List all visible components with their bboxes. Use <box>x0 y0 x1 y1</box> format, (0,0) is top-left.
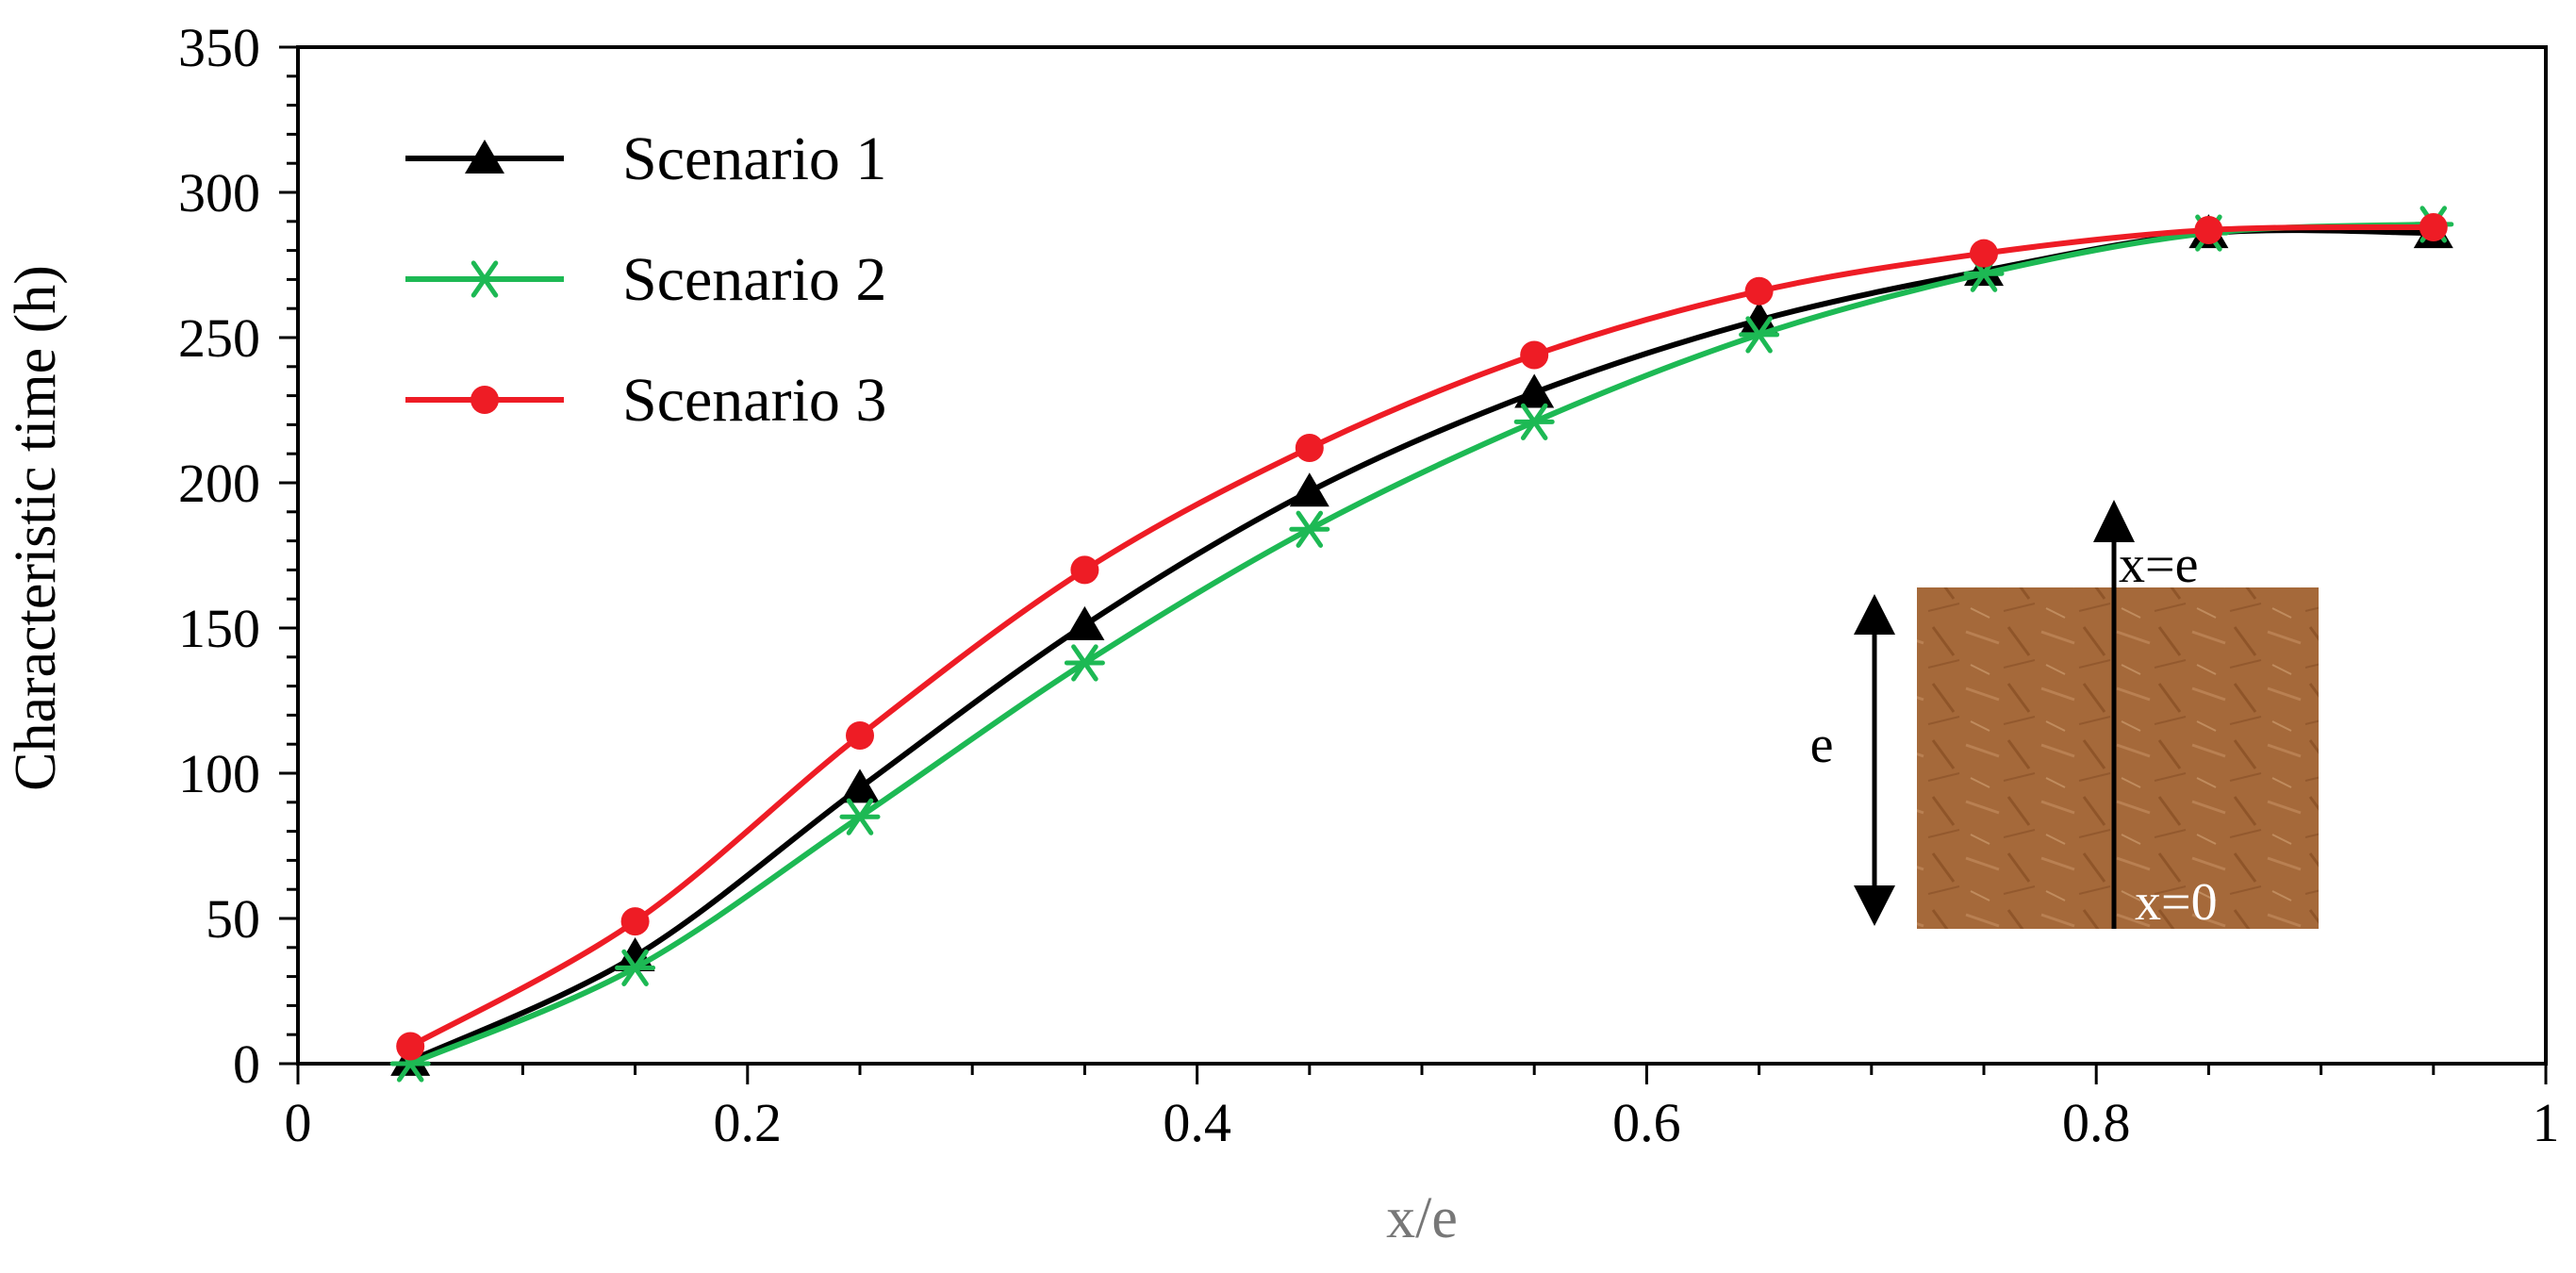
series-2-point <box>1064 644 1105 682</box>
series-1-point <box>1739 301 1779 336</box>
series-3 <box>396 212 2448 1061</box>
inset-label-side: e <box>1810 716 1834 774</box>
series-1-point <box>1289 472 1329 507</box>
series-2-point <box>1739 316 1780 354</box>
x-tick-label: 0.4 <box>1163 1092 1231 1153</box>
series-1-point <box>1514 373 1555 408</box>
legend-entry-3: Scenario 3 <box>405 366 886 435</box>
thickness-axis-arrowhead <box>2093 500 2135 542</box>
x-tick-label: 1 <box>2533 1092 2560 1153</box>
x-tick-label: 0.2 <box>714 1092 783 1153</box>
inset-label-bottom: x=0 <box>2135 873 2218 932</box>
y-tick-label: 350 <box>178 17 260 78</box>
series-1-point <box>1065 605 1105 640</box>
y-tick-label: 150 <box>178 598 260 659</box>
series-3-point <box>1520 340 1549 370</box>
dimension-arrowhead-bottom <box>1854 885 1895 926</box>
series-3-point <box>1070 555 1099 585</box>
x-tick-label: 0.6 <box>1612 1092 1681 1153</box>
series-3-point <box>396 1032 425 1061</box>
dimension-arrowhead-top <box>1854 594 1895 635</box>
legend-entry-2: Scenario 2 <box>405 245 886 314</box>
series-2-line <box>409 221 2434 1066</box>
series-3-point <box>2419 212 2448 241</box>
legend-marker <box>464 260 505 298</box>
y-axis-title: Characteristic time (h) <box>4 265 68 791</box>
legend-marker <box>465 140 504 174</box>
legend-label: Scenario 1 <box>622 124 886 193</box>
series-3-point <box>1295 434 1324 463</box>
specimen-image <box>1917 587 2319 929</box>
legend-entry-1: Scenario 1 <box>405 124 886 193</box>
x-tick-label: 0 <box>285 1092 312 1153</box>
specimen-inset: x=e x=0 e <box>1810 500 2319 932</box>
y-tick-label: 50 <box>206 888 260 950</box>
series-3-point <box>2194 216 2223 245</box>
series-1-point <box>840 769 880 803</box>
series-3-point <box>1744 276 1774 306</box>
y-tick-label: 200 <box>178 453 260 514</box>
series-2-point <box>1289 510 1330 548</box>
series-3-point <box>620 907 650 936</box>
y-tick-label: 250 <box>178 307 260 369</box>
series-3-point <box>1970 239 1998 268</box>
series-3-point <box>846 720 874 750</box>
series-2-point <box>1513 403 1555 440</box>
y-tick-label: 300 <box>178 162 260 223</box>
series-3-line <box>408 223 2434 1050</box>
series-2-point <box>615 949 656 986</box>
legend: Scenario 1 Scenario 2 Scenario 3 <box>405 124 886 435</box>
x-axis-title: x/e <box>1386 1186 1458 1250</box>
legend-label: Scenario 3 <box>622 366 886 435</box>
legend-label: Scenario 2 <box>622 245 886 314</box>
inset-label-top: x=e <box>2119 536 2198 594</box>
series-2-point <box>839 798 881 835</box>
y-tick-label: 100 <box>178 743 260 804</box>
legend-marker <box>471 386 499 414</box>
x-tick-label: 0.8 <box>2062 1092 2131 1153</box>
y-tick-label: 0 <box>233 1033 260 1095</box>
series-layer <box>389 206 2454 1083</box>
axes: 0 0.2 0.4 0.6 0.8 1 0 50 100 150 200 250 300 350 <box>178 17 2560 1153</box>
